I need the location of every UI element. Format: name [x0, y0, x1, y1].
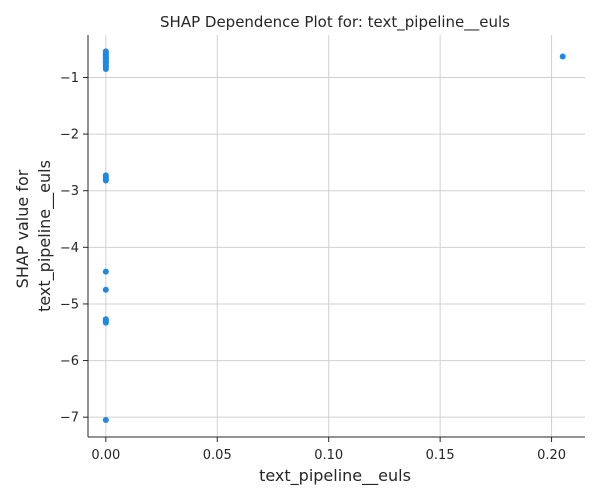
- y-axis-label-group: SHAP value for text_pipeline__euls: [13, 160, 55, 312]
- x-tick-label: 0.05: [203, 448, 232, 463]
- chart-title: SHAP Dependence Plot for: text_pipeline_…: [160, 13, 510, 32]
- axes-layer: [87, 35, 585, 438]
- y-tick-label: −6: [60, 354, 79, 369]
- x-tick-label: 0.00: [91, 448, 120, 463]
- y-tick-label: −2: [60, 128, 79, 143]
- data-point: [102, 268, 109, 275]
- x-tick-label: 0.15: [426, 448, 455, 463]
- data-point: [102, 319, 109, 326]
- x-tick-label: 0.10: [314, 448, 343, 463]
- x-axis-label: text_pipeline__euls: [259, 466, 411, 486]
- data-point: [102, 286, 109, 293]
- y-tick-label: −3: [60, 184, 79, 199]
- grid-layer: [88, 35, 585, 437]
- y-axis-label-line-2: text_pipeline__euls: [35, 160, 55, 312]
- y-tick-label: −4: [60, 241, 79, 256]
- data-point: [102, 417, 109, 424]
- ticks-layer: 0.00 0.05 0.10 0.15 0.20 −1 −2 −3 −4 −5 −6 −7: [60, 71, 566, 463]
- data-point: [102, 177, 109, 184]
- y-axis-label-line-1: SHAP value for: [13, 169, 32, 288]
- points-layer: [102, 48, 566, 424]
- x-tick-label: 0.20: [537, 448, 566, 463]
- data-point: [559, 53, 566, 60]
- data-point: [102, 58, 109, 65]
- y-tick-label: −5: [60, 297, 79, 312]
- data-point: [102, 65, 109, 72]
- y-tick-label: −1: [60, 71, 79, 86]
- y-tick-label: −7: [60, 411, 79, 426]
